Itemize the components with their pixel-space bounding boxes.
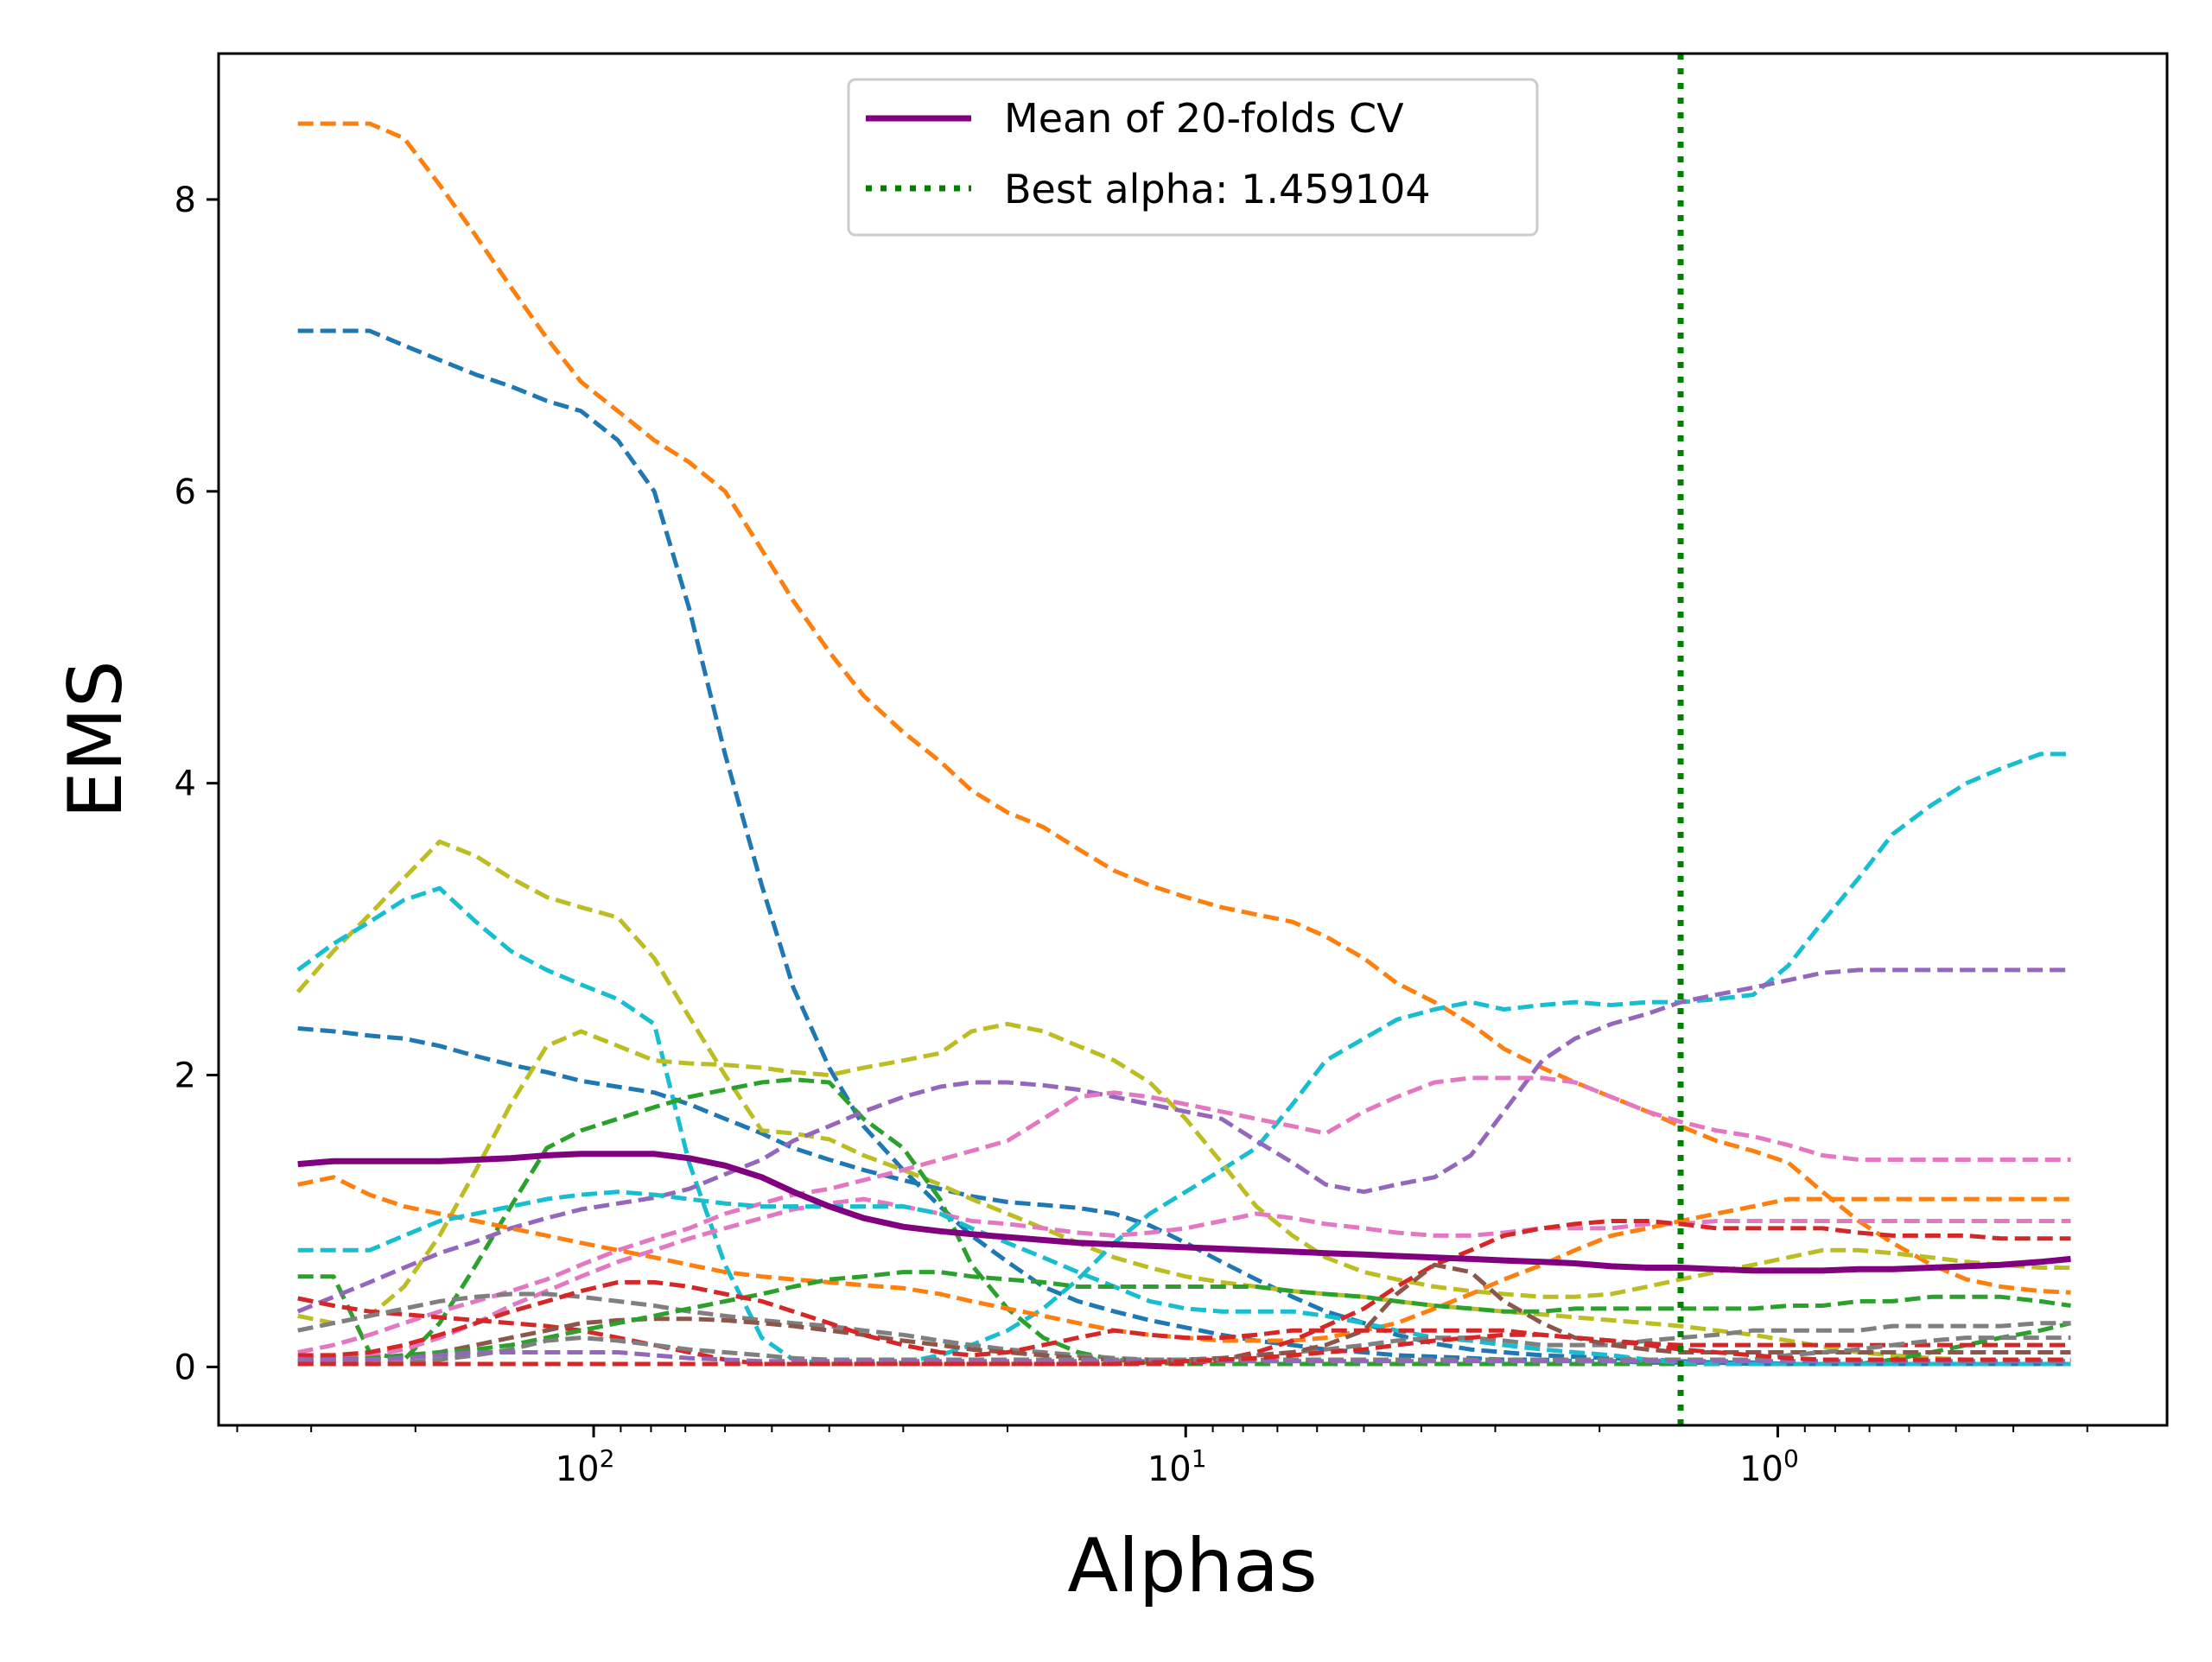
y-axis-title: EMS <box>53 660 139 818</box>
plot-frame <box>217 52 2169 1427</box>
fold-line-5 <box>296 752 2071 1367</box>
fold-line-6 <box>297 1021 2071 1326</box>
mean-line <box>297 1151 2071 1274</box>
fold-line-4 <box>296 839 2071 1364</box>
x-axis-title: Alphas <box>1067 1523 1317 1609</box>
fold-line-17 <box>297 1279 2071 1358</box>
legend: Mean of 20-folds CV Best alpha: 1.459104 <box>847 78 1539 237</box>
fold-line-20 <box>297 1332 2071 1367</box>
fold-line-9 <box>297 1075 2071 1354</box>
y-tick-label: 8 <box>175 181 196 220</box>
fold-line-16 <box>297 1270 2071 1362</box>
series-layer <box>296 54 2072 1425</box>
legend-box <box>847 78 1539 237</box>
fold-line-8 <box>296 967 2071 1314</box>
fold-line-1 <box>297 121 2071 1295</box>
y-tick-label: 6 <box>175 473 196 512</box>
fold-line-13 <box>297 1219 2071 1367</box>
y-tick-label: 2 <box>175 1056 196 1096</box>
legend-best-alpha-label: Best alpha: 1.459104 <box>1004 166 1431 213</box>
fold-line-12 <box>297 1189 2071 1367</box>
fold-line-2 <box>297 328 2071 1367</box>
fold-line-10 <box>297 1196 2071 1362</box>
fold-line-14 <box>297 1291 2071 1362</box>
fold-line-15 <box>297 1262 2071 1362</box>
legend-mean-label: Mean of 20-folds CV <box>1004 95 1404 142</box>
y-tick-label: 4 <box>175 764 196 804</box>
y-tick-label: 0 <box>175 1348 196 1387</box>
